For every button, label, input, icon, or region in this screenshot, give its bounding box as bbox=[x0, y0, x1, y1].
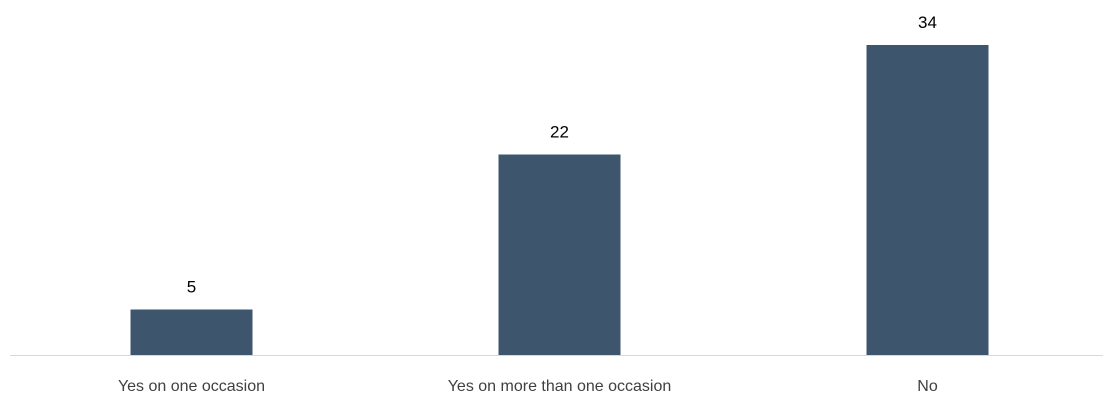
value-labels-layer: 5 22 34 bbox=[187, 13, 937, 296]
category-labels-layer: Yes on one occasion Yes on more than one … bbox=[118, 378, 938, 395]
x-tick-label-3: No bbox=[917, 378, 938, 395]
data-label-3: 34 bbox=[918, 13, 937, 32]
bars-layer bbox=[130, 45, 989, 355]
bar-2 bbox=[498, 154, 621, 355]
bar-1 bbox=[130, 309, 253, 355]
data-label-1: 5 bbox=[187, 277, 196, 296]
data-label-2: 22 bbox=[550, 122, 569, 141]
x-tick-label-1: Yes on one occasion bbox=[118, 378, 265, 395]
x-tick-label-2: Yes on more than one occasion bbox=[448, 378, 672, 395]
bar-3 bbox=[866, 45, 989, 355]
